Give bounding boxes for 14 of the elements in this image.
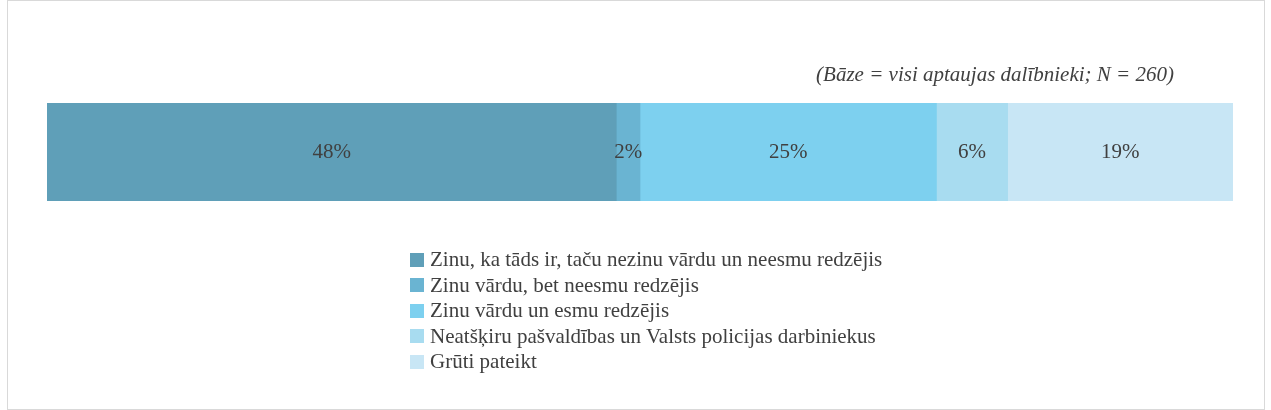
legend-label: Neatšķiru pašvaldības un Valsts policijas darbiniekus (430, 323, 876, 349)
data-label: 6% (958, 138, 987, 163)
bar (1007, 103, 1233, 201)
legend-label: Zinu vārdu, bet neesmu redzējis (430, 272, 699, 298)
data-label: 25% (769, 138, 808, 163)
data-label: 19% (1101, 138, 1140, 163)
bar (47, 103, 617, 201)
data-label: 48% (312, 138, 351, 163)
data-label: 2% (614, 138, 643, 163)
text: (Bāze = visi aptaujas dalībnieki; N = 260) (816, 62, 1174, 87)
legend-label: Zinu, ka tāds ir, taču nezinu vārdu un neesmu redzējis (430, 247, 883, 273)
bar (936, 103, 1008, 201)
legend-label: Grūti pateikt (430, 349, 537, 375)
legend-label: Zinu vārdu un esmu redzējis (430, 298, 670, 324)
